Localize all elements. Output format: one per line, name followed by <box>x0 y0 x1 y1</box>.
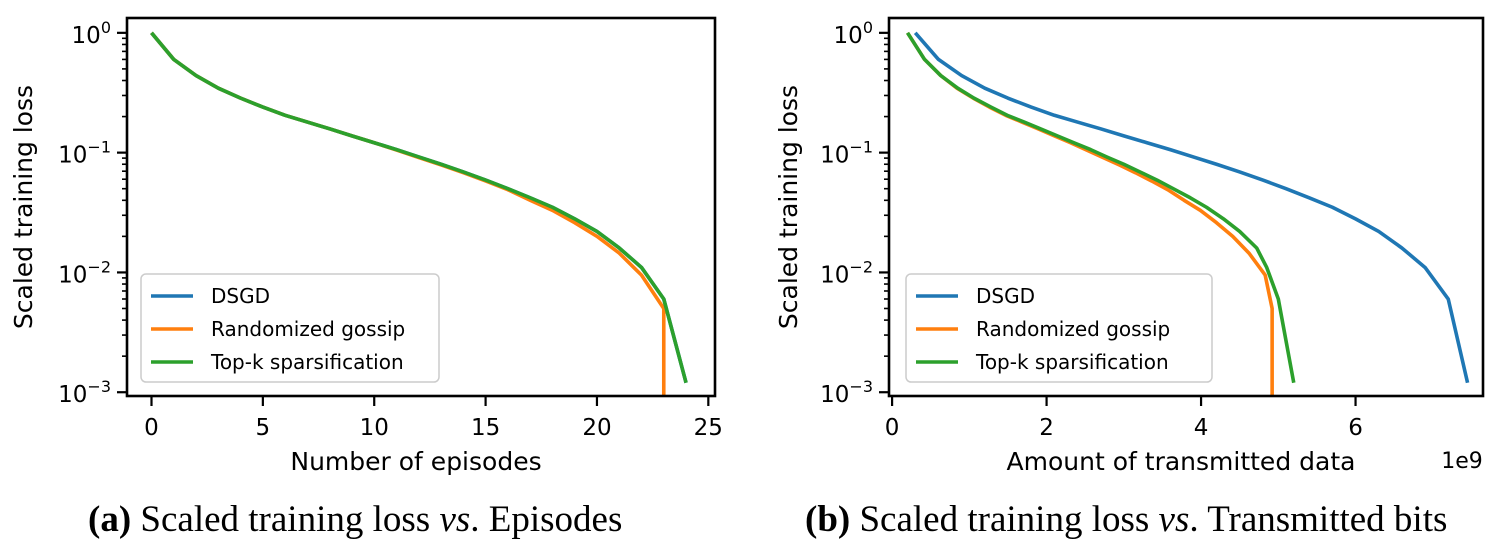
y-tick-label: 10−2 <box>58 257 111 288</box>
x-tick-label: 4 <box>1194 415 1209 441</box>
caption-b-label: (b) <box>805 499 851 540</box>
legend-box <box>140 273 440 383</box>
legend-label-randomized-gossip: Randomized gossip <box>211 317 405 341</box>
caption-b-text-after: . Transmitted bits <box>1189 499 1448 540</box>
x-tick-label: 6 <box>1348 415 1363 441</box>
x-tick-label: 10 <box>360 415 389 441</box>
x-tick-label: 0 <box>885 415 900 441</box>
x-tick-label: 25 <box>694 415 723 441</box>
x-tick-label: 15 <box>471 415 500 441</box>
caption-a-text-before: Scaled training loss <box>131 499 440 540</box>
y-tick-label: 10−1 <box>58 138 111 169</box>
caption-b-italic: vs <box>1158 499 1190 540</box>
plot-frame <box>125 16 717 398</box>
caption-a-text-after: . Episodes <box>470 499 623 540</box>
legend-label-top-k-sparsification: Top-k sparsification <box>210 350 404 374</box>
caption-a-label: (a) <box>88 499 132 540</box>
y-tick-label: 10−3 <box>58 377 111 408</box>
y-axis-label: Scaled training loss <box>9 85 38 329</box>
x-axis-label: Amount of transmitted data <box>1007 447 1356 476</box>
series-line-dsgd <box>913 31 1470 384</box>
legend-box <box>905 273 1213 383</box>
legend-label-dsgd: DSGD <box>211 284 270 308</box>
x-tick-label: 0 <box>144 415 159 441</box>
series-line-top-k-sparsification <box>906 31 1296 384</box>
series-line-top-k-sparsification <box>150 31 688 384</box>
legend-label-top-k-sparsification: Top-k sparsification <box>975 350 1169 374</box>
plot-frame <box>887 16 1485 398</box>
caption-b: (b) Scaled training loss vs. Transmitted… <box>805 498 1447 541</box>
y-tick-label: 10−1 <box>820 138 873 169</box>
y-tick-label: 10−2 <box>820 257 873 288</box>
x-tick-label: 20 <box>582 415 611 441</box>
caption-a: (a) Scaled training loss vs. Episodes <box>88 498 622 541</box>
legend-label-dsgd: DSGD <box>976 284 1035 308</box>
y-tick-label: 10−3 <box>820 377 873 408</box>
y-axis-label: Scaled training loss <box>774 85 803 329</box>
caption-b-text-before: Scaled training loss <box>850 499 1159 540</box>
chart-b: 0 2 4 6 100 10−1 10−2 10−3 Amount of transmitted… <box>774 16 1485 476</box>
chart-a: 0 5 10 15 20 25 100 10−1 10−2 10−3 Number of episo… <box>9 16 723 476</box>
legend: DSGD Randomized gossip Top-k sparsificatio… <box>140 273 440 383</box>
x-axis-label: Number of episodes <box>290 447 541 476</box>
y-tick-label: 100 <box>834 18 873 49</box>
y-tick-label: 100 <box>72 18 111 49</box>
x-axis-multiplier: 1e9 <box>1441 449 1483 474</box>
x-tick-label: 2 <box>1039 415 1054 441</box>
caption-a-italic: vs <box>439 499 471 540</box>
x-tick-label: 5 <box>256 415 271 441</box>
legend-label-randomized-gossip: Randomized gossip <box>976 317 1170 341</box>
legend: DSGD Randomized gossip Top-k sparsificatio… <box>905 273 1213 383</box>
